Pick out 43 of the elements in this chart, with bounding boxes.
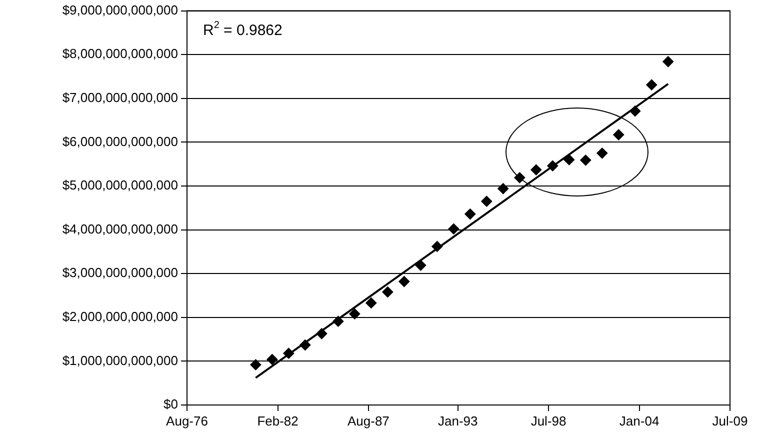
point	[547, 160, 558, 172]
point	[316, 328, 328, 340]
y-tick-label: $3,000,000,000,000	[62, 265, 178, 280]
point	[662, 56, 674, 68]
point	[530, 164, 542, 176]
point	[398, 276, 410, 287]
point	[366, 297, 377, 308]
x-tick-label: Aug-87	[347, 413, 390, 428]
point	[464, 208, 476, 220]
point	[514, 172, 526, 184]
y-tick-label: $7,000,000,000,000	[62, 90, 178, 105]
y-tick-label: $2,000,000,000,000	[62, 308, 178, 324]
point	[382, 286, 394, 298]
y-tick-label: $0	[164, 396, 178, 412]
x-tick-label: Jan-04	[619, 413, 660, 428]
point	[580, 154, 592, 166]
x-tick-label: Aug-76	[166, 413, 208, 428]
point	[349, 308, 360, 320]
y-tick-label: $9,000,000,000,000	[62, 2, 178, 18]
y-tick-label: $8,000,000,000,000	[62, 46, 178, 62]
point	[448, 223, 460, 234]
point	[266, 354, 278, 365]
point	[630, 106, 641, 117]
point	[250, 359, 262, 370]
point	[283, 348, 294, 359]
y-tick-label: $4,000,000,000,000	[62, 221, 178, 236]
x-tick-label: Jul-09	[712, 413, 748, 428]
point	[415, 260, 426, 271]
x-tick-label: Feb-82	[257, 413, 298, 428]
x-tick-label: Jan-93	[438, 413, 478, 428]
point	[596, 148, 608, 159]
y-tick-label: $5,000,000,000,000	[62, 178, 178, 193]
x-tick-label: Jul-98	[530, 413, 566, 428]
point	[498, 183, 509, 194]
point	[332, 316, 344, 327]
point	[646, 79, 658, 90]
point	[300, 339, 311, 350]
point	[564, 154, 575, 166]
point	[432, 240, 443, 252]
y-tick-label: $1,000,000,000,000	[62, 352, 178, 368]
point	[481, 196, 492, 207]
point	[613, 129, 624, 140]
y-tick-label: $6,000,000,000,000	[62, 134, 178, 149]
